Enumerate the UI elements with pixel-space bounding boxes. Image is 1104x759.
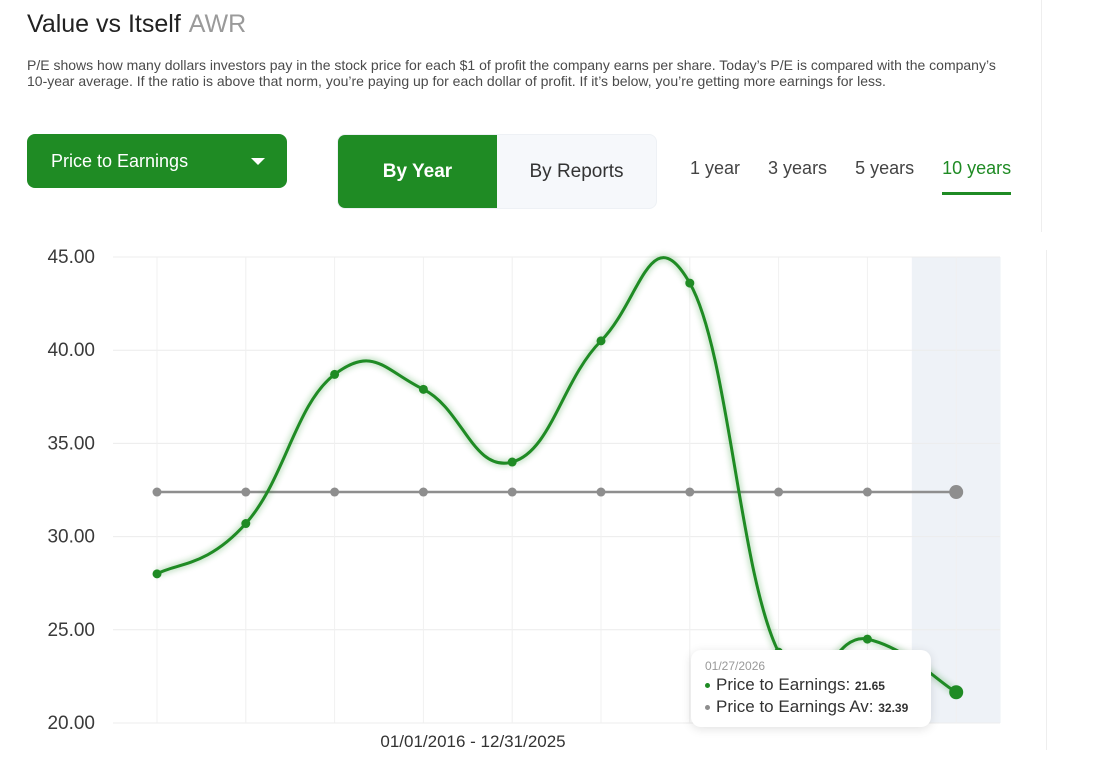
average-point [949,485,964,500]
tooltip-date: 01/27/2026 [705,659,766,673]
average-point [152,487,162,497]
caret-down-icon [251,158,265,165]
pe-point [152,569,162,579]
chart-tooltip: 01/27/2026 Price to Earnings: 21.65 Pric… [691,650,931,727]
average-dot-icon [705,705,710,711]
tooltip-average-row: Price to Earnings Av: 32.39 [705,697,919,717]
y-tick-label: 40.00 [47,340,95,361]
average-point [774,487,784,497]
period-tabs: 1 year 3 years 5 years 10 years [690,158,1039,195]
y-tick-label: 45.00 [47,247,95,268]
tab-3-years[interactable]: 3 years [768,158,828,178]
pe-point [241,519,251,529]
pe-point [330,369,340,379]
average-point [241,487,251,497]
average-point [330,487,340,497]
y-tick-label: 35.00 [47,433,95,454]
metric-description: P/E shows how many dollars investors pay… [27,57,996,89]
y-tick-label: 25.00 [47,620,95,641]
average-point [862,487,872,497]
by-year-button[interactable]: By Year [338,135,497,208]
metric-dropdown[interactable]: Price to Earnings [27,134,287,188]
tab-1-year[interactable]: 1 year [690,158,741,178]
divider [1041,0,1042,232]
series-dot-icon [705,683,710,689]
view-toggle: By Year By Reports [337,134,657,209]
pe-point [862,634,872,644]
metric-dropdown-value: Price to Earnings [51,150,189,171]
page-title: Value vs Itself AWR [27,10,246,39]
average-point [596,487,606,497]
pe-point [507,457,517,467]
pe-point [596,336,606,346]
average-point [507,487,517,497]
title-text: Value vs Itself [27,10,181,38]
average-point [418,487,428,497]
tooltip-average-value: 32.39 [878,701,909,715]
pe-point [418,384,428,394]
series-pe-line [156,256,957,694]
ticker-label: AWR [188,10,247,38]
divider [1046,250,1047,750]
x-axis-label: 01/01/2016 - 12/31/2025 [380,732,565,751]
tooltip-series-row: Price to Earnings: 21.65 [705,675,919,695]
tab-10-years[interactable]: 10 years [942,158,1012,195]
tooltip-average-label: Price to Earnings Av: [716,697,874,716]
pe-point [685,278,695,288]
pe-point [949,685,964,700]
average-point [685,487,695,497]
tooltip-series-value: 21.65 [854,679,885,693]
tooltip-series-label: Price to Earnings: [716,675,851,694]
by-reports-button[interactable]: By Reports [529,160,624,182]
y-tick-label: 30.00 [47,527,95,548]
tab-5-years[interactable]: 5 years [855,158,915,178]
y-tick-label: 20.00 [47,713,95,734]
